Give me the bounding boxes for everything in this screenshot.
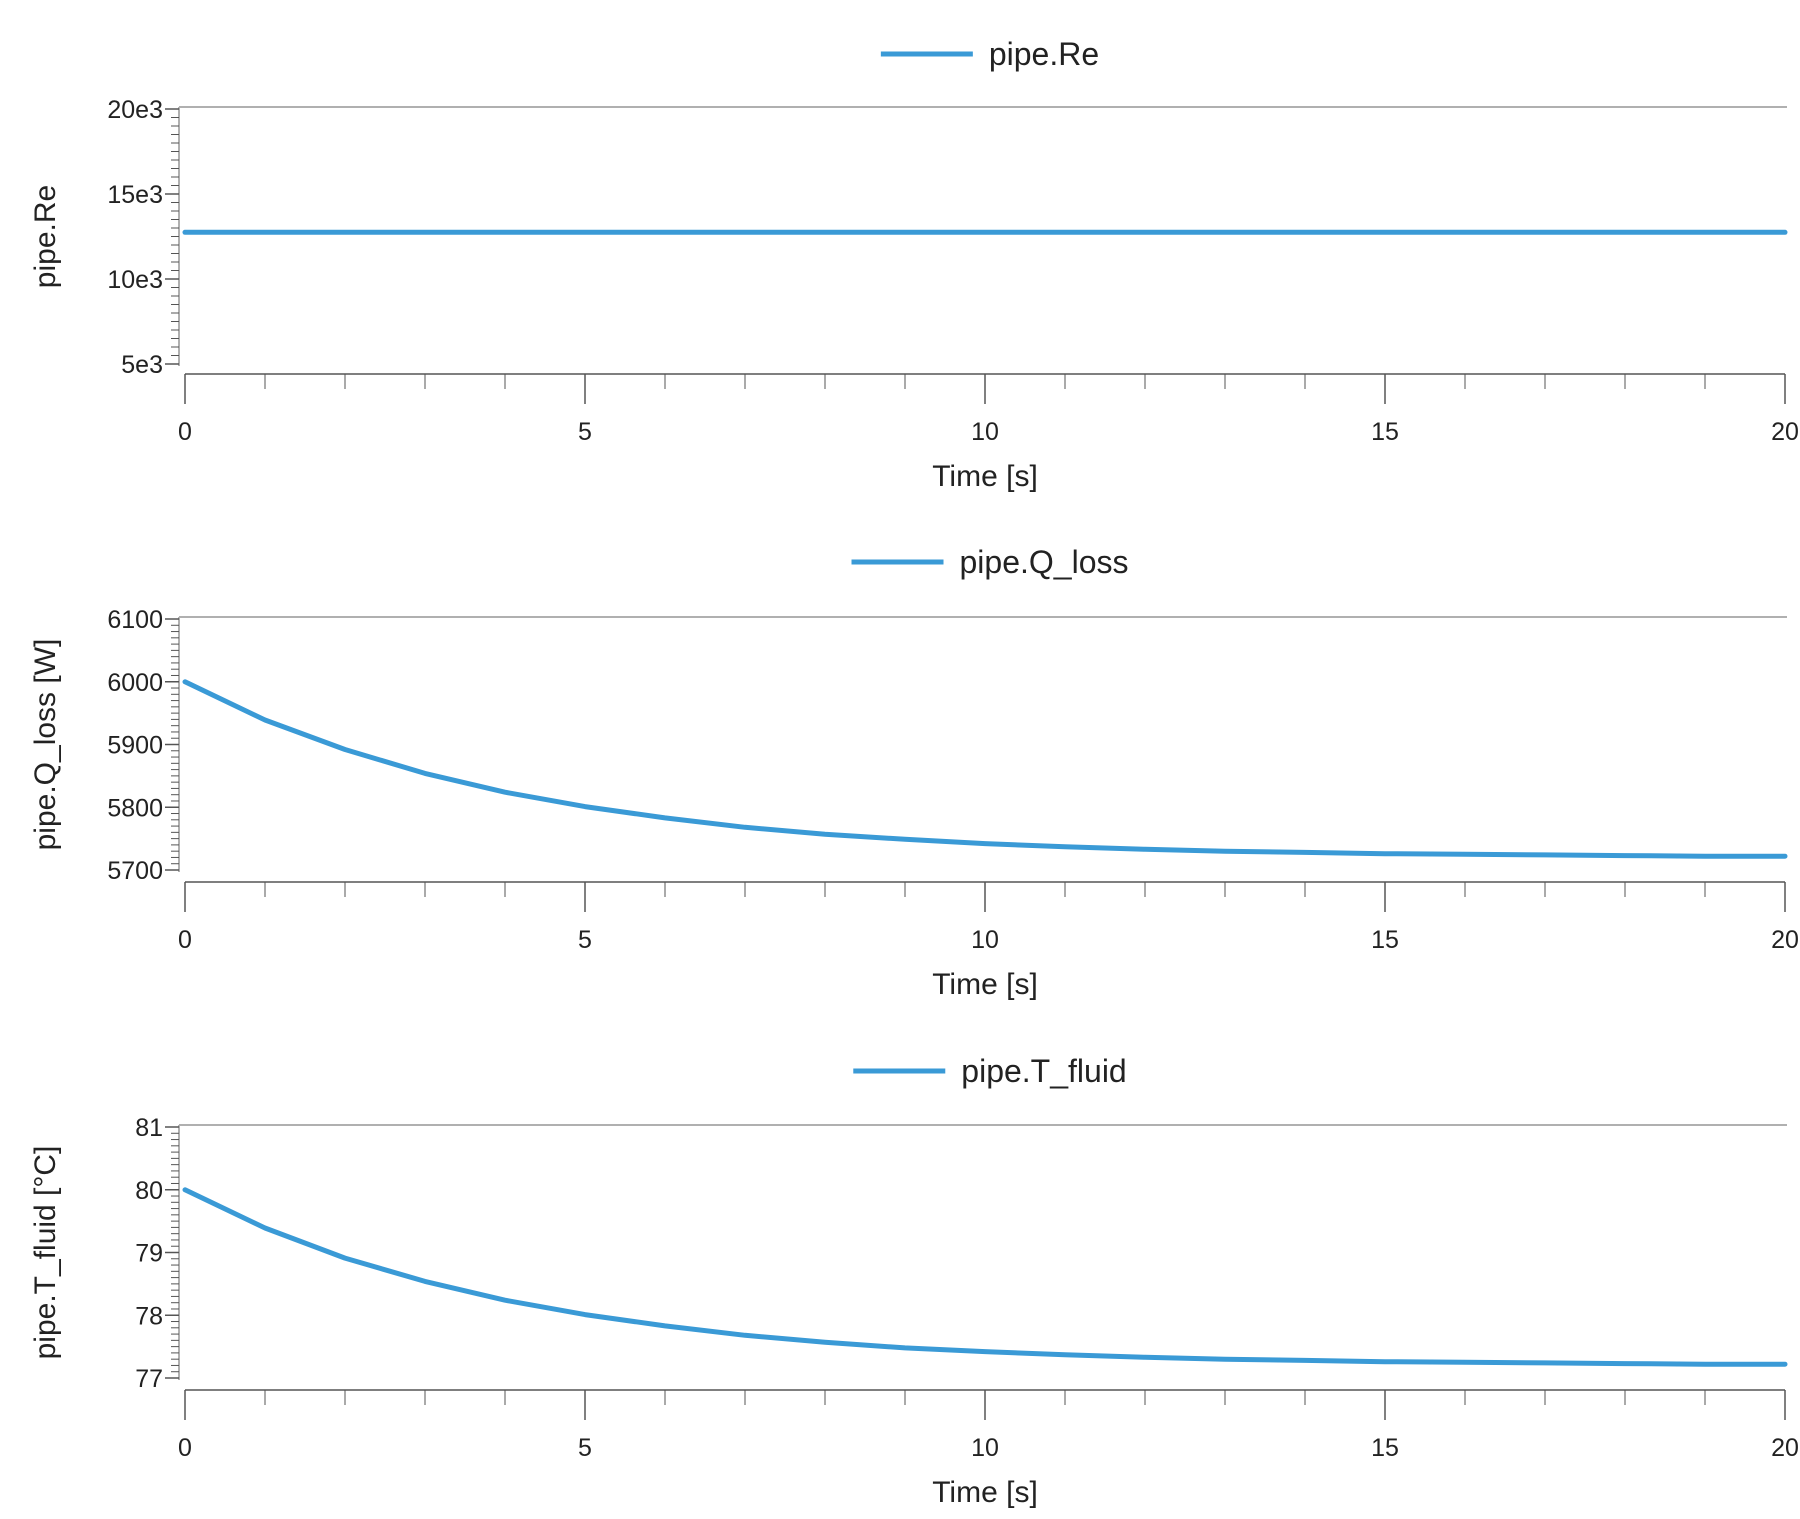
y-axis-title: pipe.Q_loss [W]	[29, 639, 62, 851]
x-tick-label: 0	[178, 926, 192, 954]
legend-label: pipe.T_fluid	[961, 1053, 1126, 1089]
x-axis-title: Time [s]	[932, 1476, 1038, 1509]
series-line	[182, 1187, 1788, 1367]
x-tick-label: 0	[178, 1434, 192, 1462]
x-tick-label: 10	[971, 418, 999, 446]
y-tick-label: 6000	[107, 669, 163, 697]
chart-3: 77 78 79 80 81 pipe.T_fluid [°C] 0 5 10 15 20 Time …	[29, 1053, 1799, 1509]
y-tick-label: 5900	[107, 732, 163, 760]
x-tick-label: 15	[1371, 418, 1399, 446]
y-axis-title: pipe.T_fluid [°C]	[29, 1146, 62, 1360]
x-tick-label: 15	[1371, 926, 1399, 954]
legend-label: pipe.Re	[989, 36, 1099, 72]
y-tick-label: 20e3	[107, 96, 163, 124]
chart-1: 5e3 10e3 15e3 20e3 pipe.Re 0 5 10 15 20 Time [s] pi…	[29, 36, 1799, 493]
y-tick-label: 80	[135, 1177, 163, 1205]
x-axis-title: Time [s]	[932, 968, 1038, 1001]
y-tick-label: 78	[135, 1302, 163, 1330]
x-tick-label: 10	[971, 1434, 999, 1462]
x-tick-label: 10	[971, 926, 999, 954]
x-tick-label: 5	[578, 418, 592, 446]
y-tick-label: 79	[135, 1240, 163, 1268]
x-tick-label: 5	[578, 1434, 592, 1462]
x-tick-label: 0	[178, 418, 192, 446]
y-tick-label: 77	[135, 1365, 163, 1393]
y-axis-title: pipe.Re	[29, 185, 62, 288]
x-tick-label: 20	[1771, 418, 1799, 446]
x-axis-title: Time [s]	[932, 460, 1038, 493]
y-tick-label: 6100	[107, 606, 163, 634]
y-tick-label: 10e3	[107, 266, 163, 294]
chart-2: 5700 5800 5900 6000 6100 pipe.Q_loss [W] 0 5 10 1…	[29, 544, 1799, 1001]
y-tick-label: 15e3	[107, 181, 163, 209]
x-tick-label: 5	[578, 926, 592, 954]
x-tick-label: 20	[1771, 926, 1799, 954]
series-line	[182, 679, 1788, 859]
y-tick-label: 5700	[107, 857, 163, 885]
legend-label: pipe.Q_loss	[960, 544, 1129, 580]
x-tick-label: 20	[1771, 1434, 1799, 1462]
y-tick-label: 5e3	[121, 351, 163, 379]
y-tick-label: 5800	[107, 794, 163, 822]
x-tick-label: 15	[1371, 1434, 1399, 1462]
y-tick-label: 81	[135, 1114, 163, 1142]
